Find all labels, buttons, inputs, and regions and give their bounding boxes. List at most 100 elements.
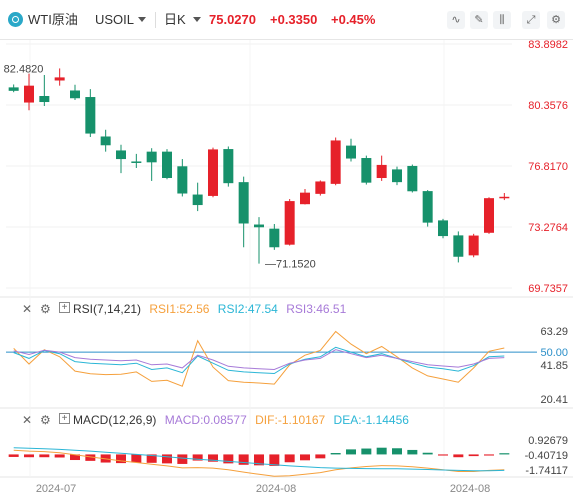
candle-body bbox=[223, 149, 234, 184]
macd-histogram-bar bbox=[468, 454, 479, 457]
candle-body bbox=[438, 220, 448, 237]
candle-body bbox=[361, 158, 372, 183]
macd-histogram-bar bbox=[177, 454, 188, 464]
price-change: +0.3350 bbox=[270, 12, 318, 27]
dea-value: -1.14456 bbox=[361, 413, 409, 427]
macd-histogram-bar bbox=[192, 454, 203, 461]
macd-histogram-bar bbox=[407, 449, 418, 455]
macd-histogram-bar bbox=[438, 454, 448, 456]
price-axis-tick: 69.7357 bbox=[528, 283, 568, 295]
rsi-axis-tick: 50.00 bbox=[540, 347, 568, 359]
macd-histogram-bar bbox=[499, 453, 510, 455]
candle-body bbox=[54, 77, 65, 81]
price-axis-tick: 73.2764 bbox=[528, 222, 568, 234]
macd-histogram-bar bbox=[269, 454, 280, 466]
candle-body bbox=[8, 87, 19, 91]
candle-body bbox=[346, 145, 356, 159]
macd-histogram-bar bbox=[484, 454, 494, 456]
candle-body bbox=[238, 182, 249, 224]
symbol-name-text: WTI原油 bbox=[28, 12, 78, 27]
candle-body bbox=[407, 165, 418, 192]
candle-body bbox=[484, 198, 494, 233]
candle-body bbox=[70, 90, 80, 99]
macd-histogram-bar bbox=[131, 454, 142, 463]
macd-histogram-bar bbox=[284, 454, 295, 463]
rsi1-name: RSI1 bbox=[149, 302, 177, 316]
macd-histogram-bar bbox=[300, 454, 310, 461]
rsi-axis-tick: 20.41 bbox=[540, 394, 568, 406]
candle-body bbox=[468, 235, 479, 256]
candle-type-icon[interactable]: ⫼ bbox=[493, 11, 511, 29]
macd-axis-tick: -1.74117 bbox=[525, 465, 568, 477]
macd-histogram-bar bbox=[315, 454, 326, 459]
time-axis-tick: 2024-07 bbox=[36, 483, 76, 495]
rsi-close-icon[interactable]: ✕ bbox=[22, 302, 33, 316]
fullscreen-icon[interactable]: ⤢ bbox=[522, 11, 540, 29]
macd-histogram-bar bbox=[376, 447, 387, 455]
candle-body bbox=[192, 194, 203, 206]
settings-icon[interactable]: ⚙ bbox=[547, 11, 565, 29]
macd-histogram-bar bbox=[453, 454, 464, 458]
candle-body bbox=[100, 136, 111, 146]
candle-body bbox=[453, 235, 464, 257]
macd-value: 0.08577 bbox=[203, 413, 247, 427]
macd-histogram-bar bbox=[223, 454, 234, 464]
macd-expand-icon[interactable]: + bbox=[59, 413, 70, 424]
macd-settings-icon[interactable]: ⚙ bbox=[40, 413, 51, 427]
macd-histogram-bar bbox=[39, 454, 50, 458]
symbol-dropdown-icon[interactable] bbox=[138, 17, 146, 22]
period-dropdown-icon[interactable] bbox=[193, 17, 201, 22]
macd-histogram-bar bbox=[361, 448, 372, 455]
rsi2-value: 47.54 bbox=[247, 302, 278, 316]
high-price-label: 82.4820 bbox=[4, 63, 44, 75]
symbol-name[interactable]: WTI原油 bbox=[28, 12, 78, 28]
dea-name: DEA bbox=[333, 413, 359, 427]
candle-body bbox=[269, 228, 280, 248]
candle-body bbox=[39, 95, 50, 103]
rsi-expand-icon[interactable]: + bbox=[59, 302, 70, 313]
macd-histogram-bar bbox=[392, 448, 402, 455]
candle-body bbox=[499, 196, 510, 199]
candle-body bbox=[315, 181, 326, 194]
rsi-line-rsi2 bbox=[13, 346, 505, 375]
candle-body bbox=[284, 201, 295, 245]
dif-value: -1.10167 bbox=[277, 413, 326, 427]
macd-histogram-bar bbox=[8, 454, 19, 457]
candle-body bbox=[392, 169, 402, 183]
symbol-code[interactable]: USOIL bbox=[95, 12, 135, 27]
macd-histogram-bar bbox=[422, 452, 433, 455]
period-selector[interactable]: 日K bbox=[164, 12, 186, 27]
macd-histogram-bar bbox=[330, 453, 341, 455]
line-tool-icon[interactable]: ∿ bbox=[447, 11, 465, 29]
candle-body bbox=[85, 97, 96, 134]
candle-body bbox=[131, 161, 142, 163]
rsi1-value: 52.56 bbox=[179, 302, 210, 316]
rsi-title: RSI(7,14,21) bbox=[73, 302, 142, 316]
macd-legend: MACD(12,26,9) MACD:0.08577 DIF:-1.10167 … bbox=[73, 413, 409, 427]
macd-name: MACD bbox=[164, 413, 201, 427]
rsi-settings-icon[interactable]: ⚙ bbox=[40, 302, 51, 316]
draw-pen-icon[interactable]: ✎ bbox=[470, 11, 488, 29]
candle-body bbox=[208, 149, 218, 196]
macd-histogram-bar bbox=[146, 454, 157, 463]
header-divider bbox=[155, 12, 156, 28]
price-axis-tick: 80.3576 bbox=[528, 100, 568, 112]
candle-body bbox=[376, 164, 387, 179]
candle-body bbox=[177, 166, 188, 194]
macd-histogram-bar bbox=[208, 454, 218, 462]
rsi3-value: 46.51 bbox=[316, 302, 347, 316]
last-price: 75.0270 bbox=[209, 12, 256, 27]
macd-close-icon[interactable]: ✕ bbox=[22, 413, 33, 427]
rsi3-name: RSI3 bbox=[286, 302, 313, 316]
macd-histogram-bar bbox=[346, 449, 356, 455]
macd-histogram-bar bbox=[254, 454, 264, 466]
candle-body bbox=[146, 151, 157, 163]
macd-histogram-bar bbox=[116, 454, 126, 464]
macd-histogram-bar bbox=[70, 454, 80, 461]
rsi-line-rsi1 bbox=[13, 330, 505, 387]
candle-body bbox=[330, 140, 341, 184]
macd-histogram-bar bbox=[238, 454, 249, 465]
rsi-line-rsi3 bbox=[13, 349, 505, 371]
